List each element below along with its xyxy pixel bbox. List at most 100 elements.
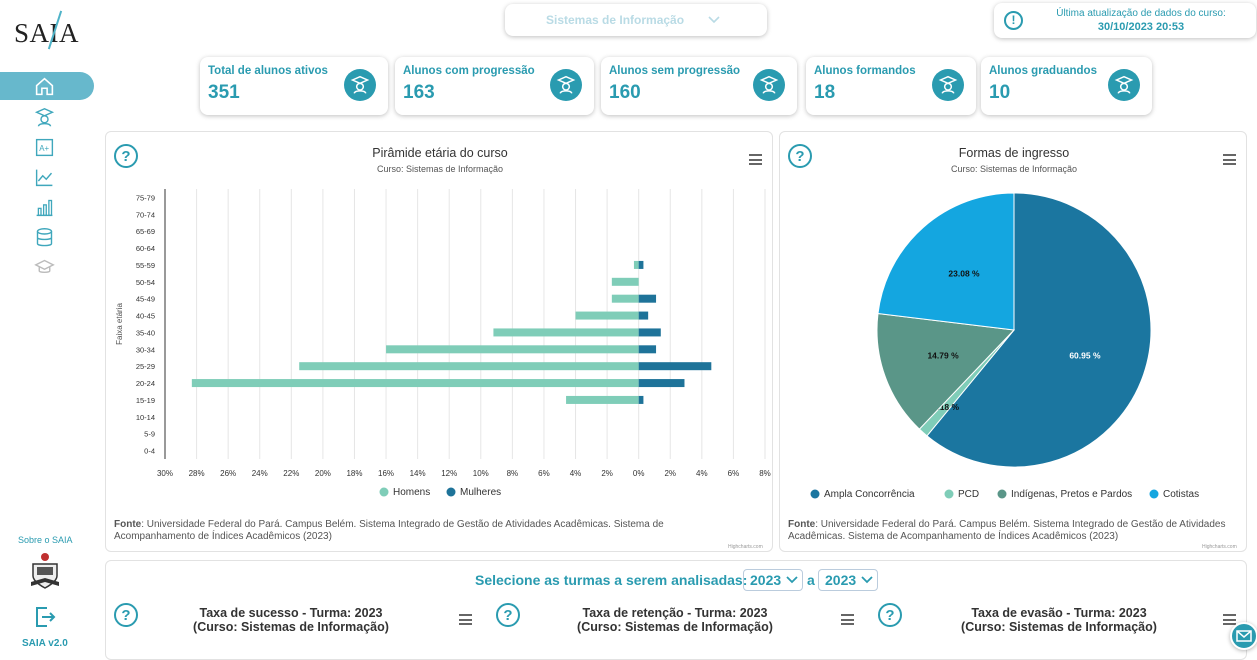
help-icon[interactable]: ? [496, 603, 520, 627]
admission-forms-panel: ? Formas de ingresso Curso: Sistemas de … [779, 131, 1247, 552]
y-tick-label: 30-34 [136, 345, 155, 354]
x-tick-label: 16% [378, 469, 394, 478]
menu-icon[interactable] [841, 614, 854, 625]
admission-pie-chart: 60.95 % 1.18 % 14.79 % 23.08 % Ampla Concorr… [810, 192, 1199, 500]
x-tick-label: 24% [252, 469, 268, 478]
x-tick-label: 18% [346, 469, 362, 478]
turma-to-select[interactable]: 2023 [818, 569, 879, 591]
turma-separator: a [807, 572, 815, 588]
contact-button[interactable] [1230, 622, 1257, 650]
svg-text:A+: A+ [39, 144, 49, 153]
source-lead: Fonte [788, 519, 816, 530]
legend-marker [379, 487, 389, 497]
app-logo[interactable]: SAIA [14, 18, 80, 48]
x-tick-label: 22% [283, 469, 299, 478]
nav-graduates[interactable] [0, 253, 94, 281]
turma-to-value: 2023 [825, 572, 857, 588]
pie-slice [877, 192, 1015, 331]
graduation-cap-icon [34, 259, 55, 273]
x-tick-label: 4% [696, 469, 708, 478]
age-pyramid-panel: ? Pirâmide etária do curso Curso: Sistem… [105, 131, 773, 552]
bar-homens [386, 345, 639, 354]
bar-mulheres [638, 362, 712, 371]
ufpa-crest-icon [31, 553, 59, 589]
legend-marker [944, 489, 954, 499]
y-axis-title: Faixa etária [115, 303, 124, 345]
bar-mulheres [638, 311, 649, 320]
turma-from-select[interactable]: 2023 [743, 569, 804, 591]
turmas-label: Selecione as turmas a serem analisadas: [475, 572, 748, 588]
y-tick-label: 10-14 [136, 413, 155, 422]
stat-card-total: Total de alunos ativos 351 [200, 57, 388, 115]
stat-value: 160 [609, 82, 641, 103]
logout-icon[interactable] [33, 605, 57, 629]
legend-marker [1149, 489, 1159, 499]
help-icon[interactable]: ? [114, 603, 138, 627]
nav-grades[interactable]: A+ [0, 133, 94, 161]
menu-icon[interactable] [1223, 154, 1236, 165]
bar-mulheres [638, 345, 657, 354]
chart-title: Taxa de sucesso - Turma: 2023 [199, 606, 383, 620]
nav-students[interactable] [0, 103, 94, 131]
x-tick-label: 6% [728, 469, 740, 478]
nav-bar-chart[interactable] [0, 193, 94, 221]
x-tick-label: 26% [220, 469, 236, 478]
legend-label: Indígenas, Pretos e Pardos [1011, 489, 1132, 500]
x-tick-label: 8% [759, 469, 771, 478]
slice-label: 60.95 % [1069, 350, 1101, 360]
about-link[interactable]: Sobre o SAIA [18, 535, 73, 545]
y-tick-label: 0-4 [144, 447, 155, 456]
course-selector[interactable]: Sistemas de Informação [505, 4, 767, 36]
x-tick-label: 12% [441, 469, 457, 478]
bar-homens [566, 395, 639, 404]
help-icon[interactable]: ? [788, 144, 812, 168]
y-tick-label: 60-64 [136, 244, 155, 253]
info-icon: ! [1004, 11, 1023, 30]
y-tick-label: 70-74 [136, 210, 155, 219]
legend-marker [997, 489, 1007, 499]
legend-label: Cotistas [1163, 489, 1199, 500]
grade-icon: A+ [35, 138, 54, 156]
chart-title: Formas de ingresso [958, 146, 1070, 160]
bar-mulheres [638, 395, 644, 404]
stat-value: 163 [403, 82, 435, 103]
stat-label: Alunos graduandos [989, 65, 1097, 77]
help-icon[interactable]: ? [878, 603, 902, 627]
chevron-down-icon [861, 576, 873, 584]
chart-subtitle: Curso: Sistemas de Informação [376, 164, 504, 174]
y-tick-label: 40-45 [136, 312, 155, 321]
student-icon [932, 69, 964, 101]
pie-slice [926, 192, 1152, 468]
student-icon [753, 69, 785, 101]
student-icon [1108, 69, 1140, 101]
nav-database[interactable] [0, 223, 94, 251]
bar-homens [299, 362, 639, 371]
bar-homens [575, 311, 639, 320]
chart-credit[interactable]: Highcharts.com [1202, 544, 1237, 550]
chevron-down-icon [786, 576, 798, 584]
chart-subtitle: (Curso: Sistemas de Informação) [577, 620, 773, 634]
student-icon [550, 69, 582, 101]
bar-mulheres [638, 294, 657, 303]
x-tick-label: 8% [507, 469, 519, 478]
legend-label: PCD [958, 489, 979, 500]
chart-credit[interactable]: Highcharts.com [728, 544, 763, 550]
turmas-panel: Selecione as turmas a serem analisadas: … [105, 560, 1247, 660]
x-tick-label: 6% [538, 469, 550, 478]
nav-line-chart[interactable] [0, 163, 94, 191]
nav-home[interactable] [0, 72, 94, 100]
y-tick-label: 35-40 [136, 328, 155, 337]
menu-icon[interactable] [749, 154, 762, 165]
menu-icon[interactable] [1223, 614, 1236, 625]
chart-title: Pirâmide etária do curso [372, 146, 508, 160]
student-icon [34, 107, 55, 127]
slice-label: 1.18 % [933, 402, 960, 412]
source-lead: Fonte [114, 519, 142, 530]
help-icon[interactable]: ? [114, 144, 138, 168]
bar-homens [611, 277, 639, 286]
menu-icon[interactable] [459, 614, 472, 625]
x-tick-label: 2% [601, 469, 613, 478]
dropout-rate-title: Taxa de evasão - Turma: 2023 (Curso: Sist… [934, 606, 1184, 634]
stat-card-sem-progressao: Alunos sem progressão 160 [601, 57, 797, 115]
chart-subtitle: Curso: Sistemas de Informação [950, 164, 1078, 174]
